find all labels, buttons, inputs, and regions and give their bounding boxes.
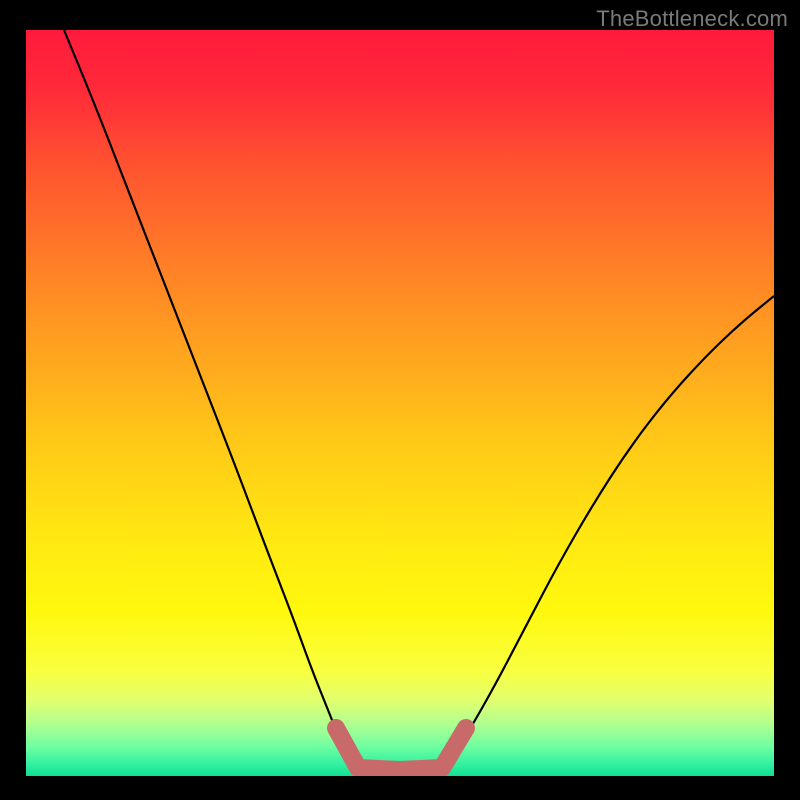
watermark-label: TheBottleneck.com [596, 6, 788, 32]
chart-container: TheBottleneck.com [0, 0, 800, 800]
bottleneck-chart [26, 30, 774, 776]
gradient-background [26, 30, 774, 776]
